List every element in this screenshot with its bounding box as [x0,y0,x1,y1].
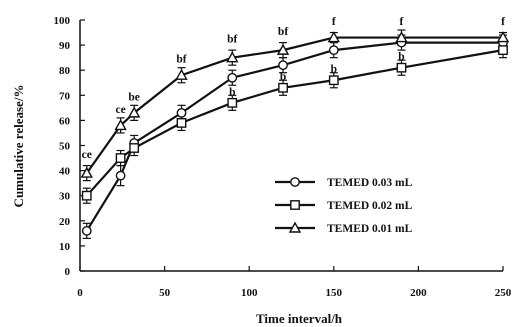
significance-label: b [229,86,235,98]
significance-label: b [398,51,404,63]
data-point-temed-0-03-ml [227,72,238,83]
data-point-temed-0-02-ml [396,62,407,73]
legend-label-temed-0-03-ml: TEMED 0.03 mL [327,177,413,189]
significance-label: be [128,91,140,103]
y-tick-label: 90 [59,40,71,52]
significance-label: f [400,16,404,28]
data-point-temed-0-02-ml [227,97,238,108]
axes: 0 10 20 30 40 50 60 70 80 90 100 0 50 100 150 200 250 [54,15,512,299]
data-point-temed-0-02-ml [176,118,187,128]
y-tick-label: 40 [59,166,71,178]
significance-label: ce [115,104,125,116]
data-point-temed-0-01-ml [175,68,188,80]
x-axis-title: Time interval/h [256,311,343,326]
significance-label: ce [82,149,92,161]
significance-label: bf [176,54,186,66]
data-point-temed-0-01-ml [226,51,239,63]
y-tick-label: 100 [54,15,71,27]
legend-marker-temed-0-03-ml [290,177,300,187]
data-point-temed-0-01-ml [114,118,127,131]
x-tick-label: 150 [326,287,343,299]
data-point-temed-0-01-ml [127,106,141,118]
x-tick-label: 200 [410,287,427,299]
series-line-temed-0-02-ml [85,49,504,197]
legend: TEMED 0.03 mL TEMED 0.02 mL TEMED 0.01 mL [275,177,413,235]
x-tick-label: 50 [159,287,171,299]
data-point-temed-0-01-ml [395,31,408,43]
y-tick-label: 80 [59,65,71,77]
x-tick-label: 0 [77,287,83,299]
legend-label-temed-0-01-ml: TEMED 0.01 mL [327,223,413,235]
data-point-temed-0-03-ml [81,225,92,236]
significance-label: b [331,64,337,76]
significance-label: bf [278,26,288,38]
legend-marker-temed-0-02-ml [290,200,300,210]
data-point-temed-0-01-ml [80,166,93,178]
significance-label: f [332,16,336,28]
x-tick-label: 250 [495,287,512,299]
significance-label: f [501,16,505,28]
data-point-temed-0-02-ml [81,190,92,201]
y-tick-label: 60 [59,115,71,127]
data-point-temed-0-03-ml [115,170,126,181]
data-point-temed-0-01-ml [327,31,340,43]
y-tick-label: 10 [59,241,71,253]
y-axis-title: Cumulative release/% [11,85,26,208]
data-point-temed-0-01-ml [496,31,510,43]
series-line-temed-0-01-ml [85,36,503,174]
data-point-temed-0-01-ml [276,43,290,55]
significance-label: b [280,71,286,83]
y-tick-label: 30 [59,191,71,203]
y-tick-label: 50 [59,141,71,153]
data-point-temed-0-03-ml [176,107,187,118]
y-tick-label: 0 [65,266,71,278]
data-point-temed-0-03-ml [278,60,288,71]
x-tick-label: 100 [241,287,258,299]
data-point-temed-0-02-ml [278,82,288,93]
y-tick-label: 20 [59,216,71,228]
data-point-temed-0-02-ml [498,45,508,56]
data-point-temed-0-03-ml [328,45,339,56]
significance-label: bf [227,34,237,46]
data-point-temed-0-02-ml [129,143,140,153]
legend-label-temed-0-02-ml: TEMED 0.02 mL [327,200,413,212]
series-markers [80,31,510,236]
data-point-temed-0-02-ml [115,153,126,163]
y-tick-label: 70 [59,90,71,102]
data-point-temed-0-02-ml [328,75,339,86]
legend-marker-temed-0-01-ml [288,221,302,233]
